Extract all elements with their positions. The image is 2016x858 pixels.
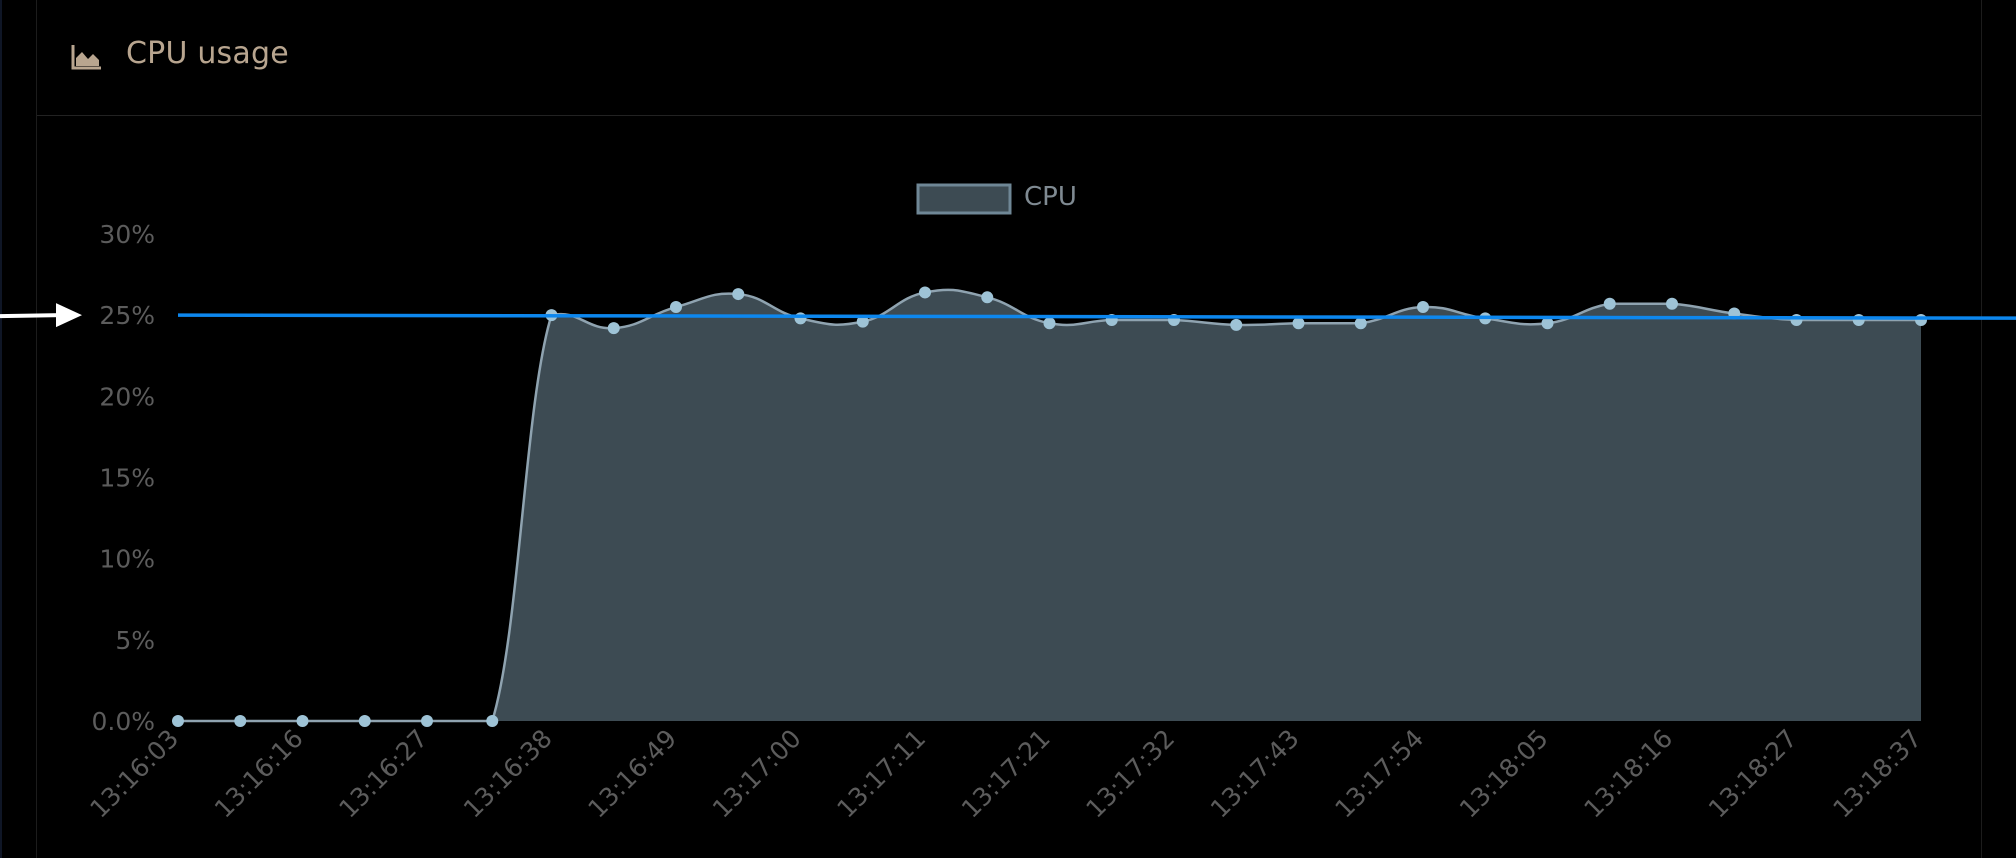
x-tick-label: 13:18:37 xyxy=(1827,724,1927,824)
y-tick-label: 5% xyxy=(115,626,155,655)
cpu-data-point xyxy=(1541,317,1554,330)
cpu-data-point xyxy=(1790,314,1803,327)
cpu-data-point xyxy=(486,715,499,727)
y-tick-label: 25% xyxy=(99,301,155,330)
cpu-data-point xyxy=(1852,314,1865,327)
cpu-data-point xyxy=(1417,301,1429,314)
area-chart-icon xyxy=(71,45,101,70)
cpu-data-point xyxy=(172,715,184,727)
panel-title: CPU usage xyxy=(126,36,289,71)
x-tick-label: 13:16:38 xyxy=(458,724,558,824)
y-tick-label: 10% xyxy=(99,545,155,574)
cpu-data-point xyxy=(1603,297,1616,310)
x-tick-label: 13:18:16 xyxy=(1578,724,1678,824)
cpu-data-point xyxy=(421,715,433,727)
x-tick-label: 13:17:54 xyxy=(1329,724,1429,824)
x-tick-label: 13:16:03 xyxy=(84,724,184,824)
cpu-data-point xyxy=(670,301,682,314)
cpu-data-point xyxy=(1292,317,1305,330)
y-tick-label: 0.0% xyxy=(91,707,155,736)
cpu-data-point xyxy=(1915,314,1927,327)
x-tick-label: 13:18:05 xyxy=(1454,724,1554,824)
cpu-data-point xyxy=(856,315,869,328)
cpu-data-point xyxy=(981,291,994,304)
x-tick-label: 13:16:27 xyxy=(333,724,433,824)
cpu-data-point xyxy=(607,322,620,335)
x-tick-label: 13:17:00 xyxy=(707,724,807,824)
cpu-data-point xyxy=(794,312,807,325)
cpu-data-point xyxy=(1354,317,1367,330)
x-tick-label: 13:17:43 xyxy=(1205,724,1305,824)
annotation-arrowhead xyxy=(56,303,82,328)
legend-swatch-cpu xyxy=(916,183,1012,215)
reference-line-25 xyxy=(177,313,2016,320)
cpu-data-point xyxy=(1666,297,1678,310)
legend-label-cpu: CPU xyxy=(1024,182,1077,212)
cpu-data-point xyxy=(1043,317,1056,330)
cpu-data-point xyxy=(1230,318,1243,331)
cpu-area-fill xyxy=(178,289,1921,721)
y-tick-label: 15% xyxy=(99,464,155,493)
x-tick-label: 13:16:49 xyxy=(582,724,682,824)
cpu-data-point xyxy=(919,286,931,299)
annotation-arrow-shaft xyxy=(0,313,61,319)
cpu-data-point xyxy=(358,715,371,727)
x-tick-label: 13:16:16 xyxy=(209,724,309,824)
x-tick-label: 13:17:32 xyxy=(1080,724,1180,824)
cpu-data-point xyxy=(234,715,247,727)
x-tick-label: 13:17:21 xyxy=(956,724,1056,824)
x-tick-label: 13:17:11 xyxy=(831,724,931,824)
cpu-data-point xyxy=(732,288,745,301)
cpu-usage-panel: CPU usage xyxy=(36,0,1982,858)
panel-header: CPU usage xyxy=(37,0,1981,116)
y-tick-label: 20% xyxy=(99,382,155,411)
x-tick-label: 13:18:27 xyxy=(1703,724,1803,824)
cpu-data-point xyxy=(296,715,309,727)
y-tick-label: 30% xyxy=(99,220,155,249)
